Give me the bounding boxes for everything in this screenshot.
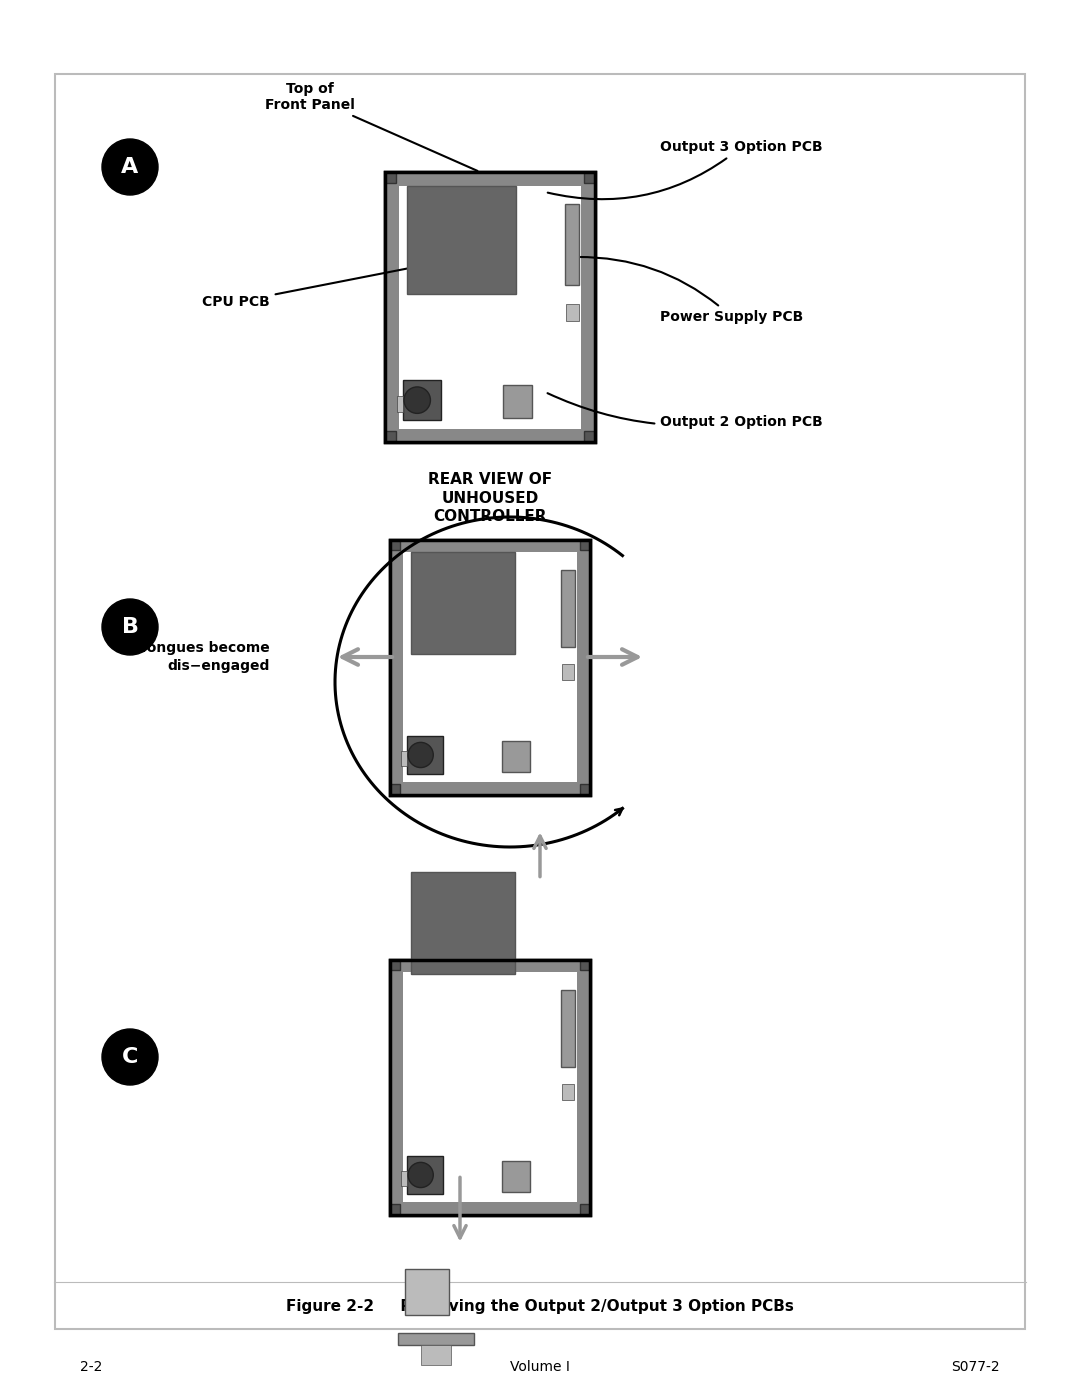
- Bar: [399, 1333, 474, 1344]
- Bar: [390, 782, 590, 795]
- Bar: [407, 736, 443, 774]
- Circle shape: [408, 1162, 433, 1187]
- Bar: [384, 172, 595, 186]
- Circle shape: [102, 138, 158, 196]
- Bar: [580, 784, 590, 795]
- Text: A: A: [121, 156, 138, 177]
- Bar: [384, 432, 396, 441]
- Circle shape: [408, 742, 433, 767]
- Bar: [390, 539, 590, 552]
- Bar: [384, 172, 399, 441]
- Bar: [390, 960, 403, 1214]
- Bar: [390, 1201, 590, 1214]
- Bar: [411, 552, 515, 654]
- Bar: [390, 960, 590, 1214]
- Bar: [390, 539, 403, 795]
- Text: Output 2 Option PCB: Output 2 Option PCB: [548, 393, 823, 429]
- Bar: [390, 960, 590, 972]
- Text: REAR VIEW OF
UNHOUSED
CONTROLLER: REAR VIEW OF UNHOUSED CONTROLLER: [428, 472, 552, 524]
- Bar: [390, 960, 401, 970]
- Bar: [407, 186, 516, 293]
- Bar: [55, 74, 1025, 1329]
- Bar: [407, 1155, 443, 1194]
- Text: S077-2: S077-2: [951, 1361, 1000, 1375]
- Text: 2-2: 2-2: [80, 1361, 103, 1375]
- Circle shape: [404, 387, 431, 414]
- Text: B: B: [121, 617, 138, 637]
- Bar: [580, 539, 590, 550]
- Bar: [502, 1161, 530, 1192]
- Text: Power Supply PCB: Power Supply PCB: [578, 257, 804, 324]
- Bar: [563, 665, 575, 680]
- Bar: [561, 990, 575, 1066]
- Text: C: C: [122, 1046, 138, 1067]
- Text: Figure 2-2     Removing the Output 2/Output 3 Option PCBs: Figure 2-2 Removing the Output 2/Output …: [286, 1299, 794, 1315]
- Bar: [384, 172, 396, 183]
- Bar: [384, 172, 595, 441]
- Bar: [581, 172, 595, 441]
- Bar: [384, 172, 595, 441]
- Text: Top of
Front Panel: Top of Front Panel: [265, 82, 477, 170]
- Text: CPU PCB: CPU PCB: [202, 268, 413, 309]
- Bar: [401, 1171, 407, 1186]
- Circle shape: [102, 1030, 158, 1085]
- Bar: [566, 305, 579, 320]
- Circle shape: [102, 599, 158, 655]
- Bar: [390, 960, 590, 1214]
- Text: Output 3 Option PCB: Output 3 Option PCB: [548, 140, 823, 200]
- Bar: [577, 539, 590, 795]
- Bar: [563, 1084, 575, 1099]
- Bar: [580, 960, 590, 970]
- Bar: [403, 380, 441, 420]
- Bar: [584, 432, 595, 441]
- Bar: [411, 872, 515, 974]
- Bar: [577, 960, 590, 1214]
- Bar: [401, 752, 407, 767]
- Text: Tongues become
dis−engaged: Tongues become dis−engaged: [139, 641, 270, 672]
- Bar: [396, 397, 403, 412]
- Text: Volume I: Volume I: [510, 1361, 570, 1375]
- Bar: [502, 740, 530, 771]
- Bar: [384, 429, 595, 441]
- Bar: [390, 1204, 401, 1214]
- Bar: [584, 172, 595, 183]
- Bar: [502, 386, 532, 418]
- Bar: [390, 539, 401, 550]
- Bar: [580, 1204, 590, 1214]
- Bar: [561, 570, 575, 647]
- Bar: [421, 1344, 451, 1365]
- Bar: [405, 1268, 449, 1315]
- Bar: [565, 204, 579, 285]
- Bar: [390, 539, 590, 795]
- Bar: [390, 784, 401, 795]
- Bar: [390, 539, 590, 795]
